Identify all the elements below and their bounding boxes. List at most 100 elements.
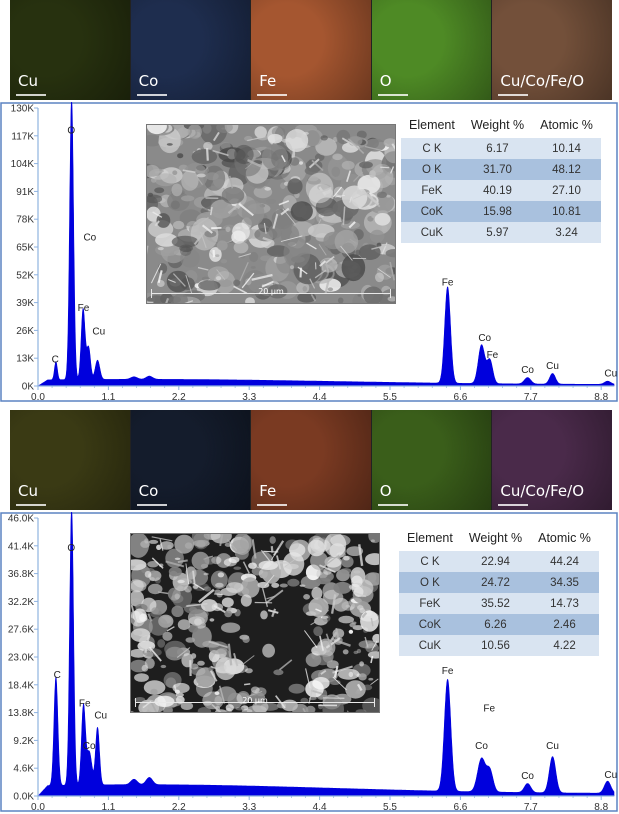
sem-particle	[171, 183, 183, 197]
sem-particle	[154, 695, 175, 707]
sem-flake	[276, 555, 282, 570]
sem-flake	[314, 269, 327, 279]
sem-particle	[215, 254, 220, 257]
sem-flake	[206, 148, 209, 161]
sem-particle	[131, 559, 147, 571]
sem-particle	[231, 230, 246, 244]
sem-particle	[290, 201, 313, 222]
sem-particle	[341, 555, 354, 568]
sem-particle	[338, 615, 354, 624]
sem-particle	[157, 247, 164, 251]
sem-flake	[192, 217, 209, 229]
sem-flake	[131, 604, 138, 626]
sem-particle	[221, 186, 245, 204]
cell-weight: 15.98	[462, 201, 533, 222]
sem-particle	[267, 284, 288, 299]
sem-particle	[148, 539, 159, 544]
sem-particle	[368, 534, 379, 544]
sem-particle	[358, 572, 364, 577]
cell-element: CuK	[399, 635, 461, 656]
sem-flake	[330, 594, 337, 614]
sem-particle	[369, 170, 376, 178]
peak-label: Fe	[78, 303, 90, 314]
peak-label: Fe	[79, 699, 91, 710]
cell-element: O K	[401, 159, 463, 180]
sem-flake	[325, 255, 335, 264]
sem-particle	[249, 251, 259, 263]
sem-particle	[134, 697, 146, 703]
x-tick-label: 0.0	[31, 392, 45, 403]
sem-particle	[345, 680, 366, 699]
sem-flake	[157, 270, 163, 283]
sem-particle	[320, 135, 328, 141]
sem-particle	[155, 233, 178, 247]
sem-particle	[209, 247, 222, 262]
sem-flake	[308, 687, 314, 704]
sem-particle	[305, 611, 317, 616]
composition-table-2: Element Weight % Atomic % C K 22.94 44.24 …	[399, 528, 599, 656]
sem-particle	[240, 577, 260, 598]
sem-flake	[271, 608, 277, 618]
sem-particle	[322, 696, 344, 712]
map-scalebar	[136, 504, 167, 506]
element-maps-2: Cu Co Fe O Cu/Co/Fe/O	[10, 410, 612, 510]
sem-flake	[319, 635, 324, 651]
map-scalebar	[257, 94, 288, 96]
sem-flake	[270, 547, 279, 561]
sem-scalebar-label: 20 µm	[242, 696, 268, 705]
sem-particle	[299, 584, 306, 587]
sem-particle	[162, 631, 173, 641]
sem-flake	[264, 574, 275, 587]
sem-flake	[159, 539, 164, 551]
chart-frame	[0, 512, 618, 812]
sem-particle	[355, 690, 361, 695]
sem-particle	[224, 125, 239, 134]
y-tick-label: 117K	[11, 131, 34, 142]
sem-particle	[165, 646, 184, 661]
sem-particle	[221, 127, 226, 130]
sem-flake	[297, 266, 308, 275]
sem-flake	[242, 655, 255, 666]
sem-particle	[173, 293, 188, 303]
sem-particle	[260, 610, 268, 620]
sem-particle	[185, 637, 196, 643]
eds-panel-1: Cu Co Fe O Cu/Co/Fe/O 0K 13K 26K 39K 52K 65K 7…	[0, 0, 619, 404]
eds-spectrum-1: 0K 13K 26K 39K 52K 65K 78K 91K 104K 117K 130K 0.0 1.…	[0, 102, 619, 404]
sem-particle	[285, 129, 309, 152]
sem-flake	[260, 549, 275, 567]
sem-particle	[287, 178, 303, 195]
sem-particle	[367, 651, 379, 659]
sem-flake	[319, 564, 336, 573]
sem-flake	[358, 544, 364, 567]
sem-flake	[371, 243, 390, 250]
peak-label: Co	[521, 771, 534, 782]
sem-particle	[166, 143, 173, 146]
sem-particle	[235, 226, 241, 230]
sem-particle	[235, 706, 245, 711]
sem-particle	[254, 126, 267, 139]
sem-particle	[352, 625, 364, 631]
sem-particle	[209, 618, 215, 622]
sem-particle	[327, 287, 334, 292]
cell-element: C K	[399, 551, 461, 572]
sem-particle	[216, 240, 228, 251]
sem-particle	[341, 185, 368, 210]
sem-particle	[332, 153, 343, 161]
sem-flake	[310, 621, 317, 626]
sem-flake	[349, 238, 356, 244]
sem-particle	[311, 587, 323, 600]
sem-particle	[179, 209, 202, 227]
y-tick-label: 104K	[11, 159, 35, 170]
sem-particle	[147, 561, 159, 568]
sem-particle	[310, 551, 329, 570]
sem-particle	[203, 586, 211, 592]
sem-flake	[371, 640, 378, 651]
y-tick-label: 91K	[16, 187, 34, 198]
sem-flake	[165, 297, 169, 303]
sem-flake	[185, 563, 190, 585]
sem-particle	[180, 248, 200, 268]
y-tick-label: 41.4K	[8, 541, 34, 552]
sem-particle	[322, 589, 344, 605]
sem-particle	[358, 244, 381, 260]
cell-atomic: 34.35	[530, 572, 599, 593]
